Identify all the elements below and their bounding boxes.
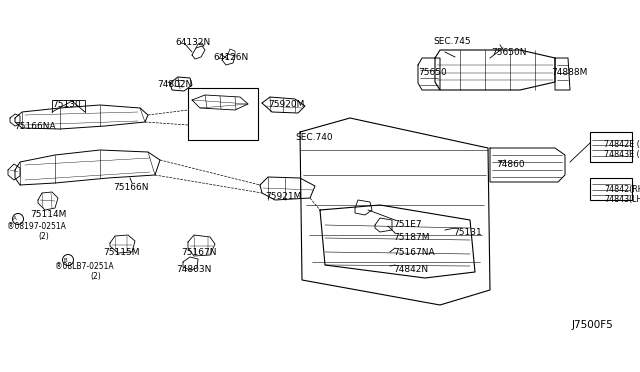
Text: 74888M: 74888M (551, 68, 588, 77)
Text: 75114M: 75114M (30, 210, 67, 219)
Text: SEC.740: SEC.740 (295, 133, 333, 142)
Text: ®08LB7-0251A: ®08LB7-0251A (55, 262, 114, 271)
Text: 74803N: 74803N (176, 265, 211, 274)
Text: J7500F5: J7500F5 (572, 320, 614, 330)
Text: 64132N: 64132N (175, 38, 211, 47)
Text: (2): (2) (90, 272, 100, 281)
Text: 751E7: 751E7 (393, 220, 422, 229)
Text: 74842N: 74842N (393, 265, 428, 274)
Text: 75166N: 75166N (113, 183, 148, 192)
Text: 74843(LH): 74843(LH) (604, 195, 640, 204)
Bar (590, 178, 632, 200)
Text: A: A (13, 217, 17, 221)
Text: 64126N: 64126N (213, 53, 248, 62)
Text: 75920M: 75920M (268, 100, 305, 109)
Text: 75167N: 75167N (181, 248, 216, 257)
Text: (2): (2) (38, 232, 49, 241)
Text: 75650: 75650 (418, 68, 447, 77)
Text: 74843E (LH): 74843E (LH) (604, 150, 640, 159)
Text: 74842(RH): 74842(RH) (604, 185, 640, 194)
Text: 75131: 75131 (453, 228, 482, 237)
Text: B: B (63, 257, 67, 263)
Text: 75921M: 75921M (265, 192, 301, 201)
Text: 74860: 74860 (496, 160, 525, 169)
Text: ®08197-0251A: ®08197-0251A (7, 222, 66, 231)
Bar (188, 88, 258, 140)
Text: 75650N: 75650N (491, 48, 527, 57)
Bar (590, 132, 632, 162)
Text: 74842E (RH): 74842E (RH) (604, 140, 640, 149)
Text: SEC.745: SEC.745 (433, 37, 470, 46)
Text: 75167NA: 75167NA (393, 248, 435, 257)
Text: 75187M: 75187M (393, 233, 429, 242)
Text: 74802N: 74802N (157, 80, 192, 89)
Text: 75115M: 75115M (103, 248, 140, 257)
Text: 75166NA: 75166NA (14, 122, 56, 131)
Text: 75130: 75130 (52, 100, 81, 109)
